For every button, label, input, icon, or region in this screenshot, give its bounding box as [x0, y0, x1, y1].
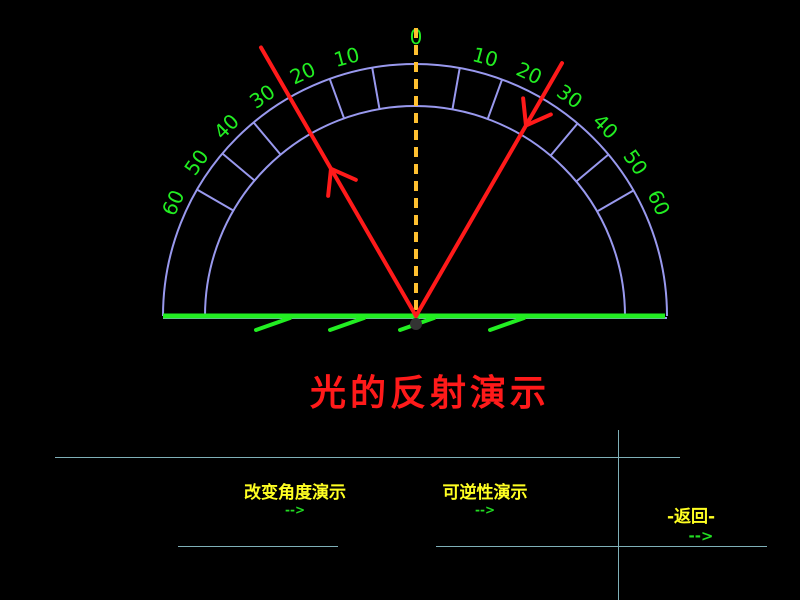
back-button[interactable]: -返回- -->	[636, 502, 746, 545]
tick-label-left-50: 50	[179, 145, 213, 180]
tick-right-50	[576, 153, 610, 182]
tick-label-left-10: 10	[331, 42, 362, 72]
divider	[178, 546, 338, 547]
divider	[55, 457, 680, 458]
tick-label-right-10: 10	[470, 42, 501, 72]
incident-arrow-icon	[326, 165, 358, 198]
incident-ray	[259, 45, 418, 318]
arrow-icon: -->	[284, 503, 305, 517]
change-angle-button[interactable]: 改变角度演示 -->	[220, 478, 370, 517]
tick-left-10	[371, 67, 381, 110]
tick-label-right-60: 60	[643, 186, 676, 219]
page-title: 光的反射演示	[309, 372, 550, 414]
tick-left-20	[328, 78, 346, 120]
tick-label-right-20: 20	[513, 57, 546, 90]
tick-left-40	[253, 122, 282, 156]
tick-right-60	[597, 189, 635, 212]
tick-label-left-40: 40	[209, 109, 244, 144]
tick-left-60	[197, 189, 235, 212]
reversibility-button[interactable]: 可逆性演示 -->	[420, 478, 550, 517]
divider	[618, 430, 619, 600]
button-label: -返回-	[666, 507, 716, 527]
arrow-icon: -->	[474, 503, 495, 517]
tick-label-left-30: 30	[245, 79, 280, 113]
divider	[436, 546, 767, 547]
incidence-point	[410, 318, 422, 330]
arrow-icon: -->	[688, 527, 714, 545]
tick-right-10	[451, 67, 461, 110]
protractor-inner-arc	[204, 105, 626, 317]
reflected-ray	[414, 61, 564, 318]
mirror-hatching	[254, 316, 526, 332]
button-label: 可逆性演示	[442, 483, 528, 503]
tick-right-40	[550, 122, 579, 156]
tick-left-50	[222, 153, 256, 182]
reflected-arrow-icon	[521, 96, 553, 129]
button-label: 改变角度演示	[244, 483, 346, 503]
tick-right-20	[486, 78, 504, 120]
